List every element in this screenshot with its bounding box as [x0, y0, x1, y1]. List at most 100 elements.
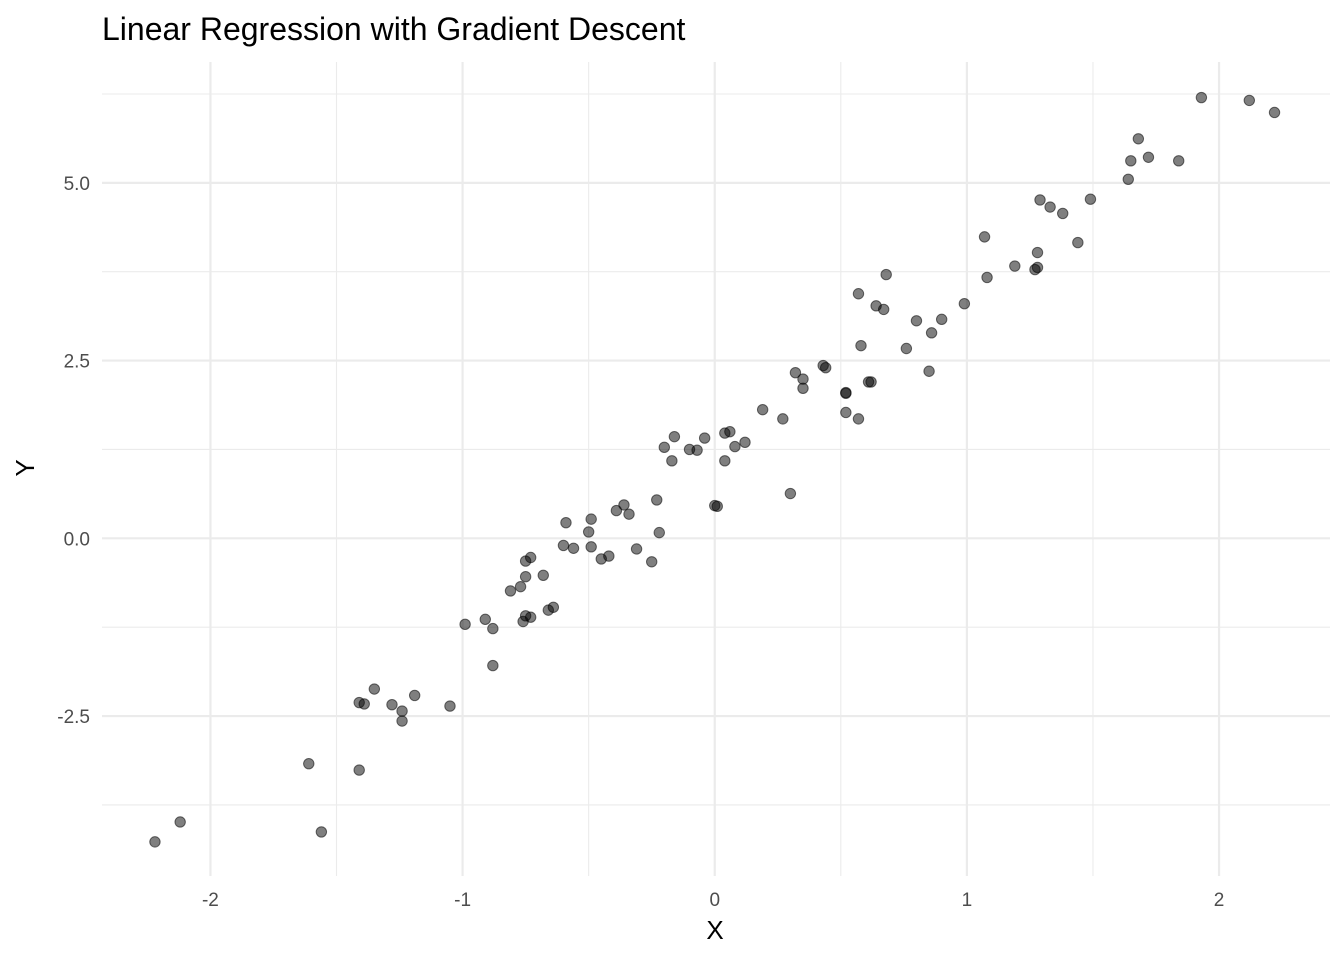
y-axis-title: Y [10, 459, 40, 476]
data-point [524, 611, 537, 623]
data-point [658, 441, 671, 454]
data-point [739, 436, 751, 449]
data-point [691, 444, 703, 456]
data-point [819, 361, 832, 374]
data-point [623, 508, 635, 520]
data-point [865, 376, 877, 388]
data-point [1173, 155, 1185, 167]
data-point [840, 406, 852, 419]
data-point [1268, 106, 1281, 119]
data-point [557, 539, 570, 552]
data-point [519, 571, 532, 583]
data-point [1125, 155, 1137, 167]
y-tick-label: 0.0 [64, 529, 90, 550]
y-tick-label: 5.0 [64, 174, 90, 195]
data-point [303, 757, 315, 770]
data-point [315, 826, 328, 838]
data-point [514, 580, 527, 593]
data-point [368, 683, 381, 695]
data-point [487, 622, 499, 635]
data-point [1057, 207, 1069, 220]
data-point [603, 550, 615, 562]
data-point [646, 556, 658, 568]
x-tick-labels: -2 -1 0 1 2 [202, 890, 1224, 911]
data-point [1132, 133, 1145, 145]
data-point [567, 542, 580, 554]
data-point [900, 342, 913, 355]
x-tick-label: 2 [1214, 890, 1225, 911]
data-point [547, 601, 560, 613]
data-point [797, 382, 809, 395]
y-tick-label: 2.5 [64, 352, 90, 373]
data-point [789, 366, 802, 379]
data-point [711, 500, 723, 513]
data-point [852, 413, 865, 425]
data-point [408, 689, 421, 702]
data-point [981, 271, 993, 284]
x-tick-label: 1 [962, 890, 973, 911]
data-point [1009, 260, 1021, 272]
data-point [978, 231, 991, 243]
grid [102, 62, 1330, 876]
data-point [651, 494, 663, 506]
data-point [560, 516, 572, 529]
data-point [504, 585, 517, 597]
data-point [1031, 246, 1044, 259]
data-point [923, 365, 935, 377]
data-point [777, 413, 789, 425]
y-tick-labels: -2.5 0.0 2.5 5.0 [57, 174, 90, 728]
data-point [524, 551, 537, 564]
data-point [618, 499, 630, 511]
data-point [610, 504, 623, 517]
x-axis-title: X [706, 915, 723, 945]
data-point [719, 455, 731, 467]
data-point [630, 543, 643, 555]
chart-title: Linear Regression with Gradient Descent [102, 11, 686, 47]
data-point [358, 698, 370, 710]
data-point [1031, 261, 1044, 274]
data-point [855, 339, 867, 352]
data-point [396, 715, 408, 727]
data-point [1084, 193, 1097, 205]
data-point [585, 541, 597, 553]
data-point [666, 455, 678, 467]
data-point [840, 387, 852, 399]
data-point [958, 298, 971, 310]
data-point [877, 303, 890, 316]
data-point [174, 816, 186, 828]
data-point [724, 425, 736, 438]
data-point [386, 698, 398, 711]
data-point [784, 487, 797, 500]
x-tick-label: -2 [202, 890, 219, 911]
data-point [1122, 173, 1134, 186]
data-point [537, 569, 549, 581]
data-point [479, 613, 491, 626]
data-point [444, 700, 456, 712]
data-point [756, 403, 769, 416]
data-points [149, 91, 1281, 848]
data-point [653, 526, 665, 539]
data-point [459, 618, 471, 631]
data-point [487, 659, 499, 672]
data-point [585, 513, 597, 525]
data-point [396, 705, 408, 717]
data-point [582, 526, 595, 538]
data-point [698, 432, 711, 444]
data-point [1034, 194, 1046, 206]
data-point [729, 440, 741, 453]
data-point [1142, 151, 1155, 163]
data-point [1072, 236, 1084, 249]
y-tick-label: -2.5 [57, 707, 90, 728]
data-point [935, 313, 948, 326]
data-point [353, 764, 365, 776]
data-point [880, 268, 892, 281]
data-point [1195, 91, 1208, 104]
data-point [925, 327, 938, 339]
x-tick-label: 0 [709, 890, 720, 911]
data-point [149, 836, 161, 848]
x-tick-label: -1 [454, 890, 471, 911]
data-point [852, 288, 865, 300]
data-point [668, 430, 681, 443]
data-point [1044, 201, 1056, 213]
